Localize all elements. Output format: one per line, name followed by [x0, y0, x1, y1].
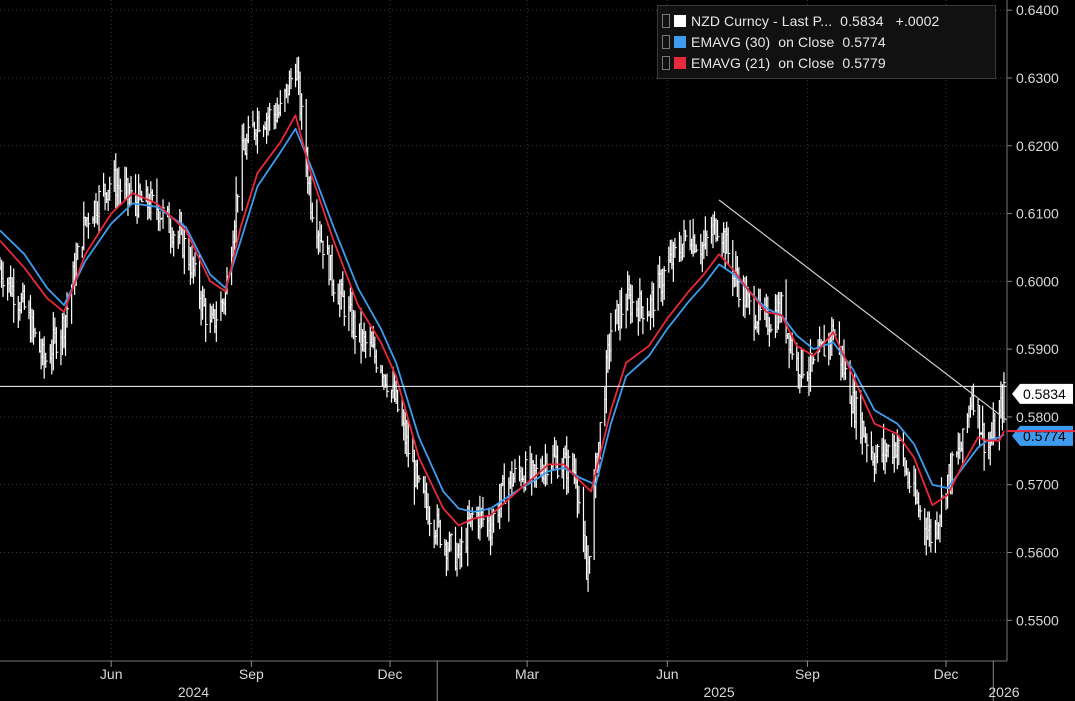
- ema21-line: [0, 114, 1005, 527]
- legend-swatch-ema30: [674, 36, 686, 48]
- price-bars: [0, 56, 1006, 592]
- x-tick-label: Dec: [934, 666, 959, 682]
- series-lines: [0, 114, 1005, 527]
- legend-handle-icon: [662, 35, 670, 49]
- x-axis: Jun Sep Dec Mar Jun Sep Dec 2024 2025 2026: [0, 660, 1020, 701]
- x-tick-label: Sep: [795, 666, 820, 682]
- legend-row-price[interactable]: NZD Curncy - Last P... 0.5834 +.0002: [662, 11, 939, 31]
- y-tick-label: 0.5500: [1016, 612, 1059, 628]
- x-year-label: 2025: [703, 684, 734, 700]
- x-tick-label: Dec: [378, 666, 403, 682]
- legend-label-ema21: EMAVG (21) on Close 0.5779: [691, 55, 886, 71]
- y-tick-label: 0.6200: [1016, 138, 1059, 154]
- trendline: [718, 199, 1008, 421]
- y-tick-label: 0.5800: [1016, 409, 1059, 425]
- x-year-label: 2024: [178, 684, 209, 700]
- y-axis: 0.5500 0.5600 0.5700 0.5800 0.5900 0.6000 0.61…: [1006, 0, 1059, 661]
- overlay-lines: [0, 199, 1008, 421]
- legend-row-ema21[interactable]: EMAVG (21) on Close 0.5779: [662, 53, 886, 73]
- legend-label-ema30: EMAVG (30) on Close 0.5774: [691, 34, 886, 50]
- legend-label-price: NZD Curncy - Last P... 0.5834 +.0002: [691, 13, 940, 29]
- y-tick-label: 0.6100: [1016, 206, 1059, 222]
- x-tick-label: Jun: [100, 666, 123, 682]
- y-tick-label: 0.6300: [1016, 70, 1059, 86]
- last-price-tag: [1012, 383, 1073, 404]
- legend-handle-icon: [662, 56, 670, 70]
- chart-legend[interactable]: NZD Curncy - Last P... 0.5834 +.0002 EMA…: [657, 5, 996, 79]
- y-tick-label: 0.5600: [1016, 545, 1059, 561]
- price-tag-label: 0.5834: [1023, 386, 1066, 402]
- y-tick-label: 0.5900: [1016, 341, 1059, 357]
- y-tick-label: 0.5700: [1016, 477, 1059, 493]
- x-tick-label: Sep: [239, 666, 264, 682]
- legend-swatch-price: [674, 15, 686, 27]
- legend-row-ema30[interactable]: EMAVG (30) on Close 0.5774: [662, 32, 886, 52]
- x-tick-label: Mar: [515, 666, 539, 682]
- legend-swatch-ema21: [674, 57, 686, 69]
- y-tick-label: 0.6000: [1016, 273, 1059, 289]
- legend-handle-icon: [662, 14, 670, 28]
- x-year-label: 2026: [988, 684, 1019, 700]
- x-tick-label: Jun: [656, 666, 679, 682]
- ema30-line: [0, 127, 1005, 513]
- y-tick-label: 0.6400: [1016, 2, 1059, 18]
